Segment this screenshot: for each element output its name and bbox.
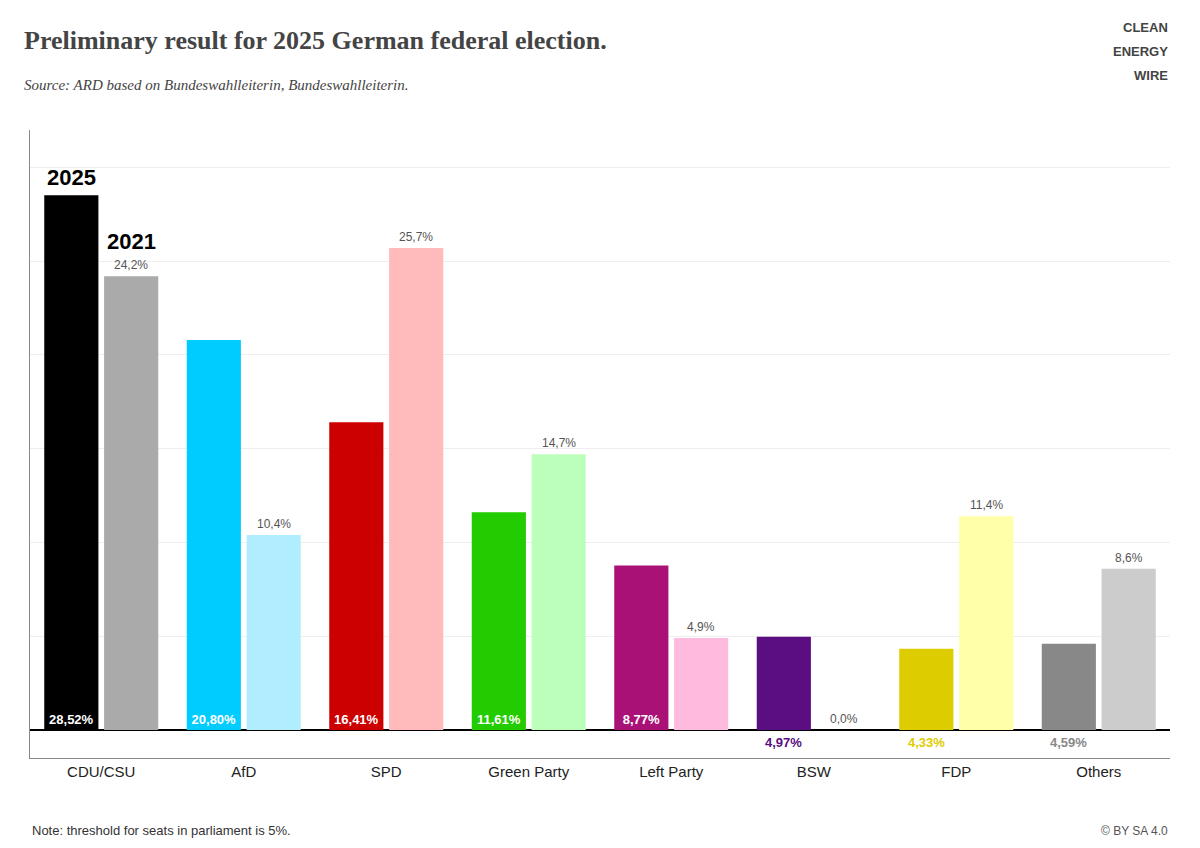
svg-text:Green Party: Green Party xyxy=(488,763,569,780)
svg-text:14,7%: 14,7% xyxy=(542,436,576,450)
svg-text:Others: Others xyxy=(1076,763,1121,780)
svg-text:Note: threshold for seats in p: Note: threshold for seats in parliament … xyxy=(32,823,291,838)
svg-text:FDP: FDP xyxy=(941,763,971,780)
svg-text:CLEAN: CLEAN xyxy=(1123,20,1168,35)
svg-text:10,4%: 10,4% xyxy=(257,517,291,531)
svg-text:WIRE: WIRE xyxy=(1134,68,1168,83)
svg-text:AfD: AfD xyxy=(231,763,256,780)
svg-text:24,2%: 24,2% xyxy=(114,258,148,272)
svg-text:Source: ARD based on Bundeswah: Source: ARD based on Bundeswahlleiterin,… xyxy=(24,77,409,93)
svg-text:2021: 2021 xyxy=(107,229,156,254)
svg-text:8,6%: 8,6% xyxy=(1115,551,1143,565)
svg-text:28,52%: 28,52% xyxy=(49,712,94,727)
svg-text:SPD: SPD xyxy=(371,763,402,780)
svg-text:4,59%: 4,59% xyxy=(1050,735,1087,750)
svg-text:16,41%: 16,41% xyxy=(334,712,379,727)
svg-text:Left Party: Left Party xyxy=(639,763,704,780)
svg-text:11,4%: 11,4% xyxy=(970,498,1003,512)
svg-text:11,61%: 11,61% xyxy=(477,712,521,727)
svg-text:BSW: BSW xyxy=(797,763,832,780)
svg-text:20,80%: 20,80% xyxy=(192,712,237,727)
svg-text:25,7%: 25,7% xyxy=(399,230,433,244)
svg-text:CDU/CSU: CDU/CSU xyxy=(67,763,135,780)
svg-text:ENERGY: ENERGY xyxy=(1113,44,1168,59)
svg-text:4,33%: 4,33% xyxy=(908,735,945,750)
svg-text:Preliminary result for 2025 Ge: Preliminary result for 2025 German feder… xyxy=(24,26,607,55)
svg-text:2025: 2025 xyxy=(47,165,96,190)
svg-text:8,77%: 8,77% xyxy=(623,712,660,727)
svg-text:4,97%: 4,97% xyxy=(765,735,802,750)
svg-text:0,0%: 0,0% xyxy=(830,712,858,726)
svg-text:4,9%: 4,9% xyxy=(687,620,715,634)
svg-text:© BY SA 4.0: © BY SA 4.0 xyxy=(1101,824,1168,838)
